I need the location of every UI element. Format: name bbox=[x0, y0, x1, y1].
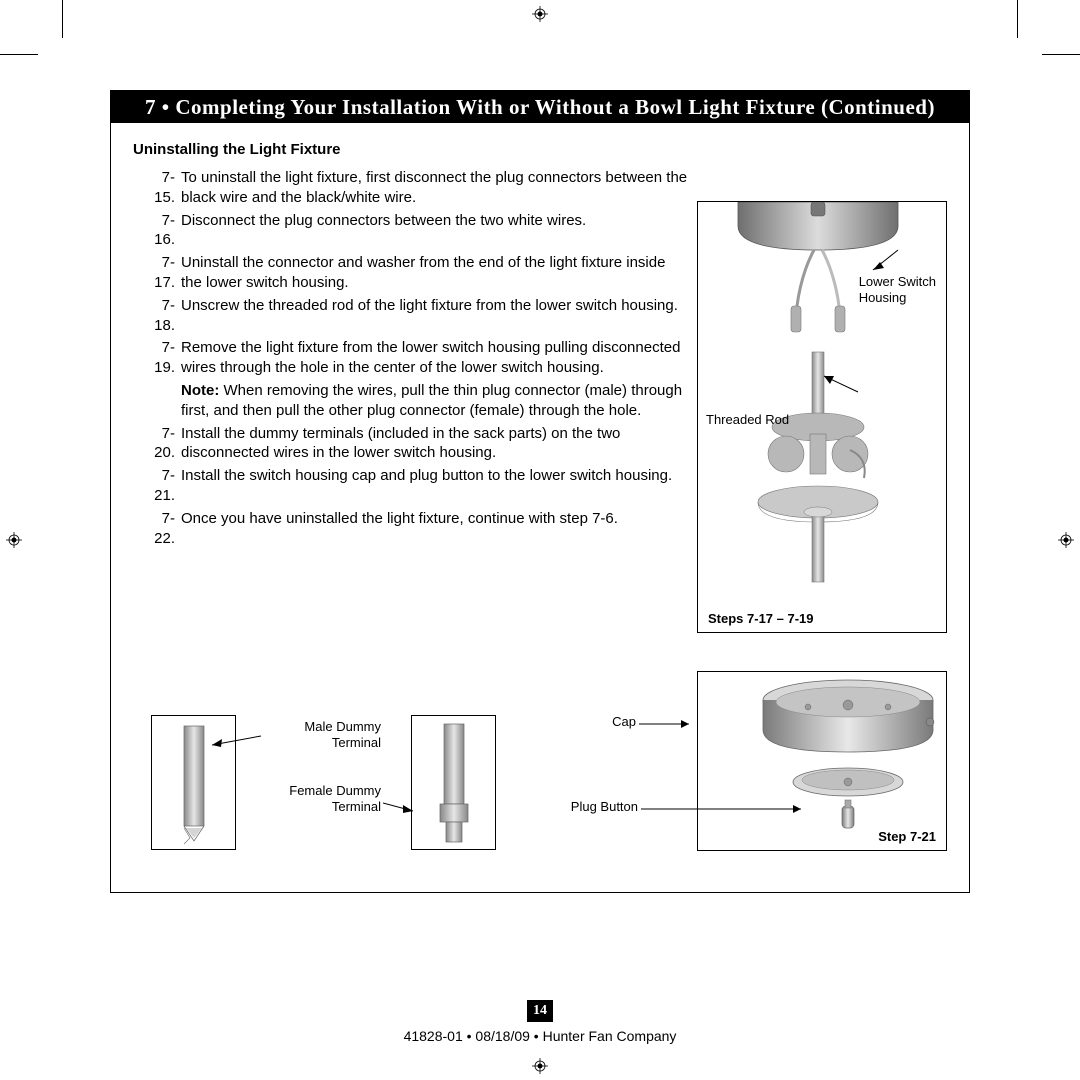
instruction-step: 7-15.To uninstall the light fixture, fir… bbox=[133, 168, 688, 208]
label-female-dummy-terminal: Female DummyTerminal bbox=[261, 783, 381, 816]
step-list: 7-15.To uninstall the light fixture, fir… bbox=[133, 168, 688, 548]
instruction-step: 7-21.Install the switch housing cap and … bbox=[133, 466, 688, 506]
step-text: Uninstall the connector and washer from … bbox=[181, 253, 688, 293]
instruction-step: Note: When removing the wires, pull the … bbox=[133, 381, 688, 421]
page-number-box: 14 bbox=[0, 1000, 1080, 1022]
label-male-dummy-terminal: Male DummyTerminal bbox=[261, 719, 381, 752]
step-text: Once you have uninstalled the light fixt… bbox=[181, 509, 688, 549]
instruction-step: 7-20.Install the dummy terminals (includ… bbox=[133, 424, 688, 464]
step-text: Disconnect the plug connectors between t… bbox=[181, 211, 688, 251]
step-number: 7-22. bbox=[133, 509, 181, 549]
instruction-step: 7-16.Disconnect the plug connectors betw… bbox=[133, 211, 688, 251]
label-lower-switch-housing: Lower SwitchHousing bbox=[859, 274, 936, 305]
registration-mark-top bbox=[532, 6, 548, 22]
registration-mark-left bbox=[6, 532, 22, 548]
step-text: Unscrew the threaded rod of the light fi… bbox=[181, 296, 688, 336]
figure-steps-7-17-7-19: Lower SwitchHousing Threaded Rod Steps 7… bbox=[697, 201, 947, 633]
instruction-step: 7-19.Remove the light fixture from the l… bbox=[133, 338, 688, 378]
instruction-step: 7-22.Once you have uninstalled the light… bbox=[133, 509, 688, 549]
step-number: 7-15. bbox=[133, 168, 181, 208]
crop-guide bbox=[1042, 54, 1080, 55]
instruction-step: 7-17.Uninstall the connector and washer … bbox=[133, 253, 688, 293]
step-text: Remove the light fixture from the lower … bbox=[181, 338, 688, 378]
registration-mark-bottom bbox=[532, 1058, 548, 1074]
step-number: 7-16. bbox=[133, 211, 181, 251]
footer-text: 41828-01 • 08/18/09 • Hunter Fan Company bbox=[0, 1028, 1080, 1044]
page-number: 14 bbox=[527, 1000, 553, 1022]
crop-guide bbox=[0, 54, 38, 55]
step-number: 7-21. bbox=[133, 466, 181, 506]
figure-caption: Step 7-21 bbox=[878, 829, 936, 844]
step-number: 7-20. bbox=[133, 424, 181, 464]
step-text: Note: When removing the wires, pull the … bbox=[181, 381, 688, 421]
figure-male-terminal bbox=[151, 715, 236, 850]
step-text: Install the switch housing cap and plug … bbox=[181, 466, 688, 506]
page-content: 7 • Completing Your Installation With or… bbox=[110, 90, 970, 893]
crop-guide bbox=[62, 0, 63, 38]
step-number: 7-18. bbox=[133, 296, 181, 336]
label-threaded-rod: Threaded Rod bbox=[706, 412, 789, 428]
label-cap: Cap bbox=[586, 714, 636, 730]
step-text: To uninstall the light fixture, first di… bbox=[181, 168, 688, 208]
content-frame: Uninstalling the Light Fixture 7-15.To u… bbox=[110, 123, 970, 893]
label-plug-button: Plug Button bbox=[553, 799, 638, 815]
step-text: Install the dummy terminals (included in… bbox=[181, 424, 688, 464]
figure-step-7-21: Step 7-21 bbox=[697, 671, 947, 851]
step-number: 7-17. bbox=[133, 253, 181, 293]
figure-caption: Steps 7-17 – 7-19 bbox=[708, 611, 814, 626]
subheading: Uninstalling the Light Fixture bbox=[133, 141, 947, 158]
figure-female-terminal bbox=[411, 715, 496, 850]
crop-guide bbox=[1017, 0, 1018, 38]
instruction-step: 7-18.Unscrew the threaded rod of the lig… bbox=[133, 296, 688, 336]
step-number: 7-19. bbox=[133, 338, 181, 378]
step-number bbox=[133, 381, 181, 421]
registration-mark-right bbox=[1058, 532, 1074, 548]
section-banner: 7 • Completing Your Installation With or… bbox=[110, 90, 970, 123]
